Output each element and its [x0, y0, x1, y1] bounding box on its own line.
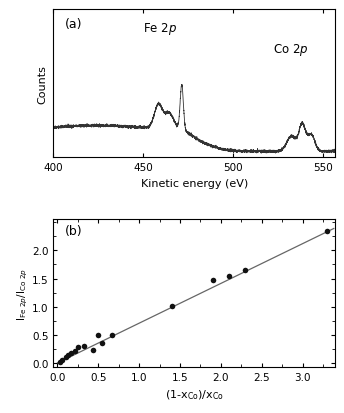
Text: Co 2$p$: Co 2$p$ — [272, 42, 308, 57]
Point — [109, 332, 115, 338]
Point — [324, 228, 330, 235]
Point — [73, 347, 78, 354]
Point — [65, 352, 71, 358]
Point — [57, 359, 63, 366]
Point — [90, 347, 96, 354]
Point — [226, 273, 232, 279]
Point — [82, 342, 87, 349]
X-axis label: Kinetic energy (eV): Kinetic energy (eV) — [141, 178, 248, 188]
Point — [96, 332, 101, 338]
Point — [75, 344, 80, 351]
Point — [243, 267, 248, 274]
Y-axis label: Counts: Counts — [38, 65, 48, 104]
Point — [169, 303, 175, 310]
Point — [60, 357, 65, 363]
X-axis label: (1-x$_{\mathregular{Co}}$)/x$_{\mathregular{Co}}$: (1-x$_{\mathregular{Co}}$)/x$_{\mathregu… — [165, 388, 224, 401]
Y-axis label: I$_{\mathregular{Fe\ 2}p}$/I$_{\mathregular{Co\ 2}p}$: I$_{\mathregular{Fe\ 2}p}$/I$_{\mathregu… — [16, 267, 31, 320]
Point — [100, 340, 105, 347]
Point — [210, 277, 215, 284]
Point — [68, 350, 74, 356]
Text: (b): (b) — [65, 224, 82, 237]
Text: Fe 2$p$: Fe 2$p$ — [143, 21, 178, 37]
Point — [63, 354, 68, 361]
Text: (a): (a) — [65, 18, 82, 31]
